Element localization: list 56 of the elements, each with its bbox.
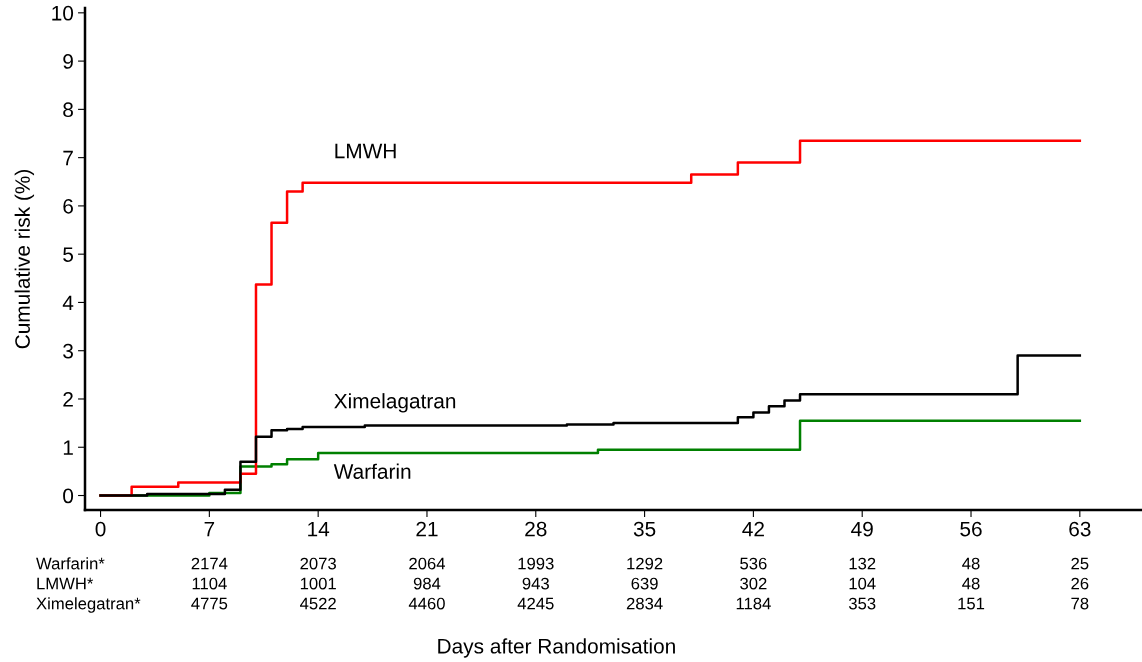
x-tick-label: 56 [960, 521, 982, 537]
text: 302 [740, 577, 767, 590]
y-tick-label: 6 [63, 198, 73, 214]
text: 104 [849, 577, 876, 590]
text: 943 [522, 577, 549, 590]
x-tick-label: 63 [1069, 521, 1091, 537]
text: 639 [631, 577, 658, 590]
y-tick-label: 9 [63, 54, 73, 69]
text: 1104 [192, 577, 227, 590]
text: Warfarin* [36, 557, 105, 570]
text: 48 [962, 557, 980, 570]
x-tick-label: 42 [742, 521, 764, 537]
text: 2174 [191, 557, 228, 570]
y-tick-label: 1 [63, 440, 73, 455]
y-tick-label: 3 [63, 343, 73, 359]
text: LMWH* [37, 577, 94, 590]
y-tick-label: 4 [62, 295, 74, 310]
text: 4460 [408, 597, 445, 610]
text: 353 [848, 597, 876, 610]
x-tick-label: 35 [633, 521, 656, 537]
y-tick-label: 8 [63, 102, 73, 118]
x-tick-label: 14 [308, 521, 330, 537]
text: 151 [958, 597, 985, 610]
series-label: LMWH [335, 143, 396, 159]
text: 4775 [191, 597, 228, 610]
y-tick-label: 5 [63, 247, 74, 262]
text: 1292 [627, 557, 663, 570]
text: 2064 [409, 557, 446, 570]
text: 2073 [300, 557, 336, 570]
text: 536 [740, 557, 767, 570]
y-axis-title: Cumulative risk (%) [14, 170, 35, 349]
y-tick-label: 7 [63, 150, 73, 166]
text: 25 [1071, 557, 1089, 570]
text: 2834 [626, 597, 663, 610]
series-label: Ximelagatran [334, 393, 456, 413]
x-tick-label: 21 [416, 521, 438, 537]
text: 48 [962, 577, 980, 590]
text: 984 [413, 577, 441, 590]
text: 26 [1071, 577, 1089, 590]
text: 1993 [518, 557, 554, 570]
text: 1001 [300, 577, 336, 590]
text: 1184 [736, 597, 771, 610]
x-tick-label: 7 [204, 521, 215, 537]
x-tick-label: 49 [851, 521, 873, 537]
text: 4245 [517, 597, 554, 610]
text: 4522 [300, 597, 336, 610]
text: Ximelegatran* [36, 597, 141, 613]
text: 132 [849, 557, 876, 570]
text: 78 [1071, 597, 1089, 610]
y-tick-label: 10 [52, 5, 74, 21]
y-tick-label: 0 [63, 488, 74, 504]
x-axis-title: Days after Randomisation [438, 638, 675, 658]
series-label: Warfarin [333, 463, 411, 479]
x-tick-label: 28 [525, 521, 547, 537]
x-tick-label: 0 [95, 521, 106, 537]
y-tick-label: 2 [63, 391, 73, 407]
